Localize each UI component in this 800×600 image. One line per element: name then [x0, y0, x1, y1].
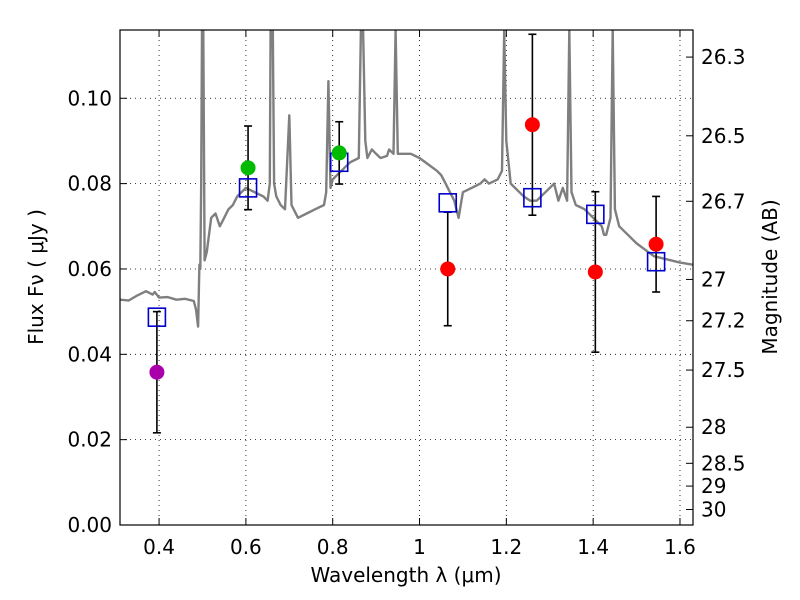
mag-tick-label: 30	[701, 498, 726, 522]
mag-tick-label: 26.7	[701, 189, 746, 213]
model-point-square	[438, 193, 458, 213]
model-point-square	[238, 178, 258, 198]
mag-tick-label: 29	[701, 474, 726, 498]
mag-tick-label: 26.3	[701, 45, 746, 69]
x-tick-label: 0.4	[143, 535, 175, 559]
model-point-square	[523, 187, 542, 208]
y-axis-label: Flux Fν ( μJy )	[24, 209, 48, 345]
mag-tick-label: 26.5	[701, 124, 746, 148]
axis-ticks: 0.4 0.6 0.8 1 1.2 1.4 1.6 0.00 0.02 0.04 0.06 0.08 0…	[67, 30, 746, 559]
error-bars	[152, 33, 661, 434]
observed-point	[149, 364, 165, 380]
x-tick-label: 0.6	[230, 535, 262, 559]
model-points	[147, 152, 666, 327]
x-tick-label: 1	[413, 535, 426, 559]
y-tick-label: 0.00	[67, 513, 112, 537]
observed-point	[648, 236, 664, 252]
observed-point	[524, 117, 540, 133]
x-tick-label: 1.4	[577, 535, 609, 559]
y-tick-label: 0.04	[67, 342, 112, 366]
y-tick-label: 0.08	[67, 172, 112, 196]
observed-point	[587, 264, 603, 280]
y-tick-label: 0.10	[67, 86, 112, 110]
x-axis-label: Wavelength λ (μm)	[310, 563, 501, 587]
plot-frame	[119, 29, 694, 526]
right-axis-label: Magnitude (AB)	[758, 199, 782, 354]
sed-model-line	[120, 30, 693, 328]
observed-point	[440, 261, 456, 277]
mag-tick-label: 28.5	[701, 451, 746, 475]
sed-layer	[120, 30, 693, 328]
mag-tick-label: 27.2	[701, 309, 746, 333]
y-tick-label: 0.02	[67, 428, 112, 452]
observed-point	[331, 145, 347, 161]
observed-point	[240, 160, 256, 176]
x-tick-label: 1.6	[664, 535, 696, 559]
mag-tick-label: 27	[701, 267, 726, 291]
observed-points	[149, 117, 664, 380]
model-point-square	[646, 251, 666, 272]
mag-tick-label: 27.5	[701, 358, 746, 382]
model-point-square	[147, 307, 167, 327]
x-tick-label: 0.8	[317, 535, 349, 559]
x-tick-label: 1.2	[490, 535, 522, 559]
y-tick-label: 0.06	[67, 257, 112, 281]
grid	[120, 30, 693, 525]
mag-tick-label: 28	[701, 415, 726, 439]
model-point-square	[586, 204, 605, 225]
